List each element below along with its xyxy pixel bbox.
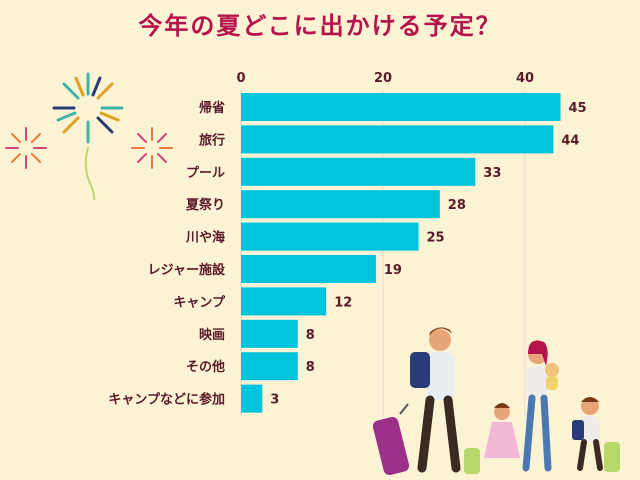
value-label: 45: [569, 101, 587, 116]
bar: [241, 319, 298, 348]
firework-large-icon: [52, 72, 124, 200]
bar: [241, 157, 476, 186]
category-label: プール: [186, 166, 225, 181]
value-label: 3: [270, 393, 279, 408]
category-label: 映画: [199, 327, 225, 343]
category-label: キャンプなどに参加: [108, 392, 225, 408]
bar: [241, 125, 554, 154]
chart-title: 今年の夏どこに出かける予定？: [138, 12, 502, 40]
category-label: レジャー施設: [148, 262, 226, 278]
value-label: 8: [306, 360, 315, 375]
boy-figure: [572, 397, 620, 472]
bar: [241, 255, 376, 283]
bar: [241, 384, 263, 413]
father-figure: [372, 327, 461, 476]
girl-figure: [464, 403, 520, 474]
category-label: 夏祭り: [185, 197, 225, 213]
bar: [241, 222, 419, 251]
x-tick-label: 40: [516, 71, 534, 86]
firework-small-right-icon: [131, 127, 173, 169]
bar: [241, 93, 561, 121]
category-label: 旅行: [199, 132, 225, 148]
value-label: 19: [384, 263, 402, 278]
firework-small-left-icon: [5, 127, 47, 169]
value-label: 44: [561, 133, 579, 148]
mother-figure: [522, 340, 559, 472]
value-label: 12: [334, 295, 352, 310]
bar: [241, 352, 298, 381]
value-label: 25: [427, 231, 445, 246]
fireworks-illustration: [5, 72, 173, 200]
bar: [241, 287, 327, 316]
x-tick-label: 0: [236, 71, 245, 86]
category-label: その他: [186, 359, 225, 375]
value-label: 8: [306, 328, 315, 343]
value-label: 28: [448, 198, 466, 213]
bar: [241, 190, 440, 219]
category-label: 川や海: [185, 230, 225, 246]
category-label: 帰省: [199, 100, 225, 116]
x-tick-label: 20: [374, 71, 392, 86]
category-label: キャンプ: [173, 295, 226, 310]
value-label: 33: [483, 166, 501, 181]
family-travel-illustration: [372, 327, 620, 476]
